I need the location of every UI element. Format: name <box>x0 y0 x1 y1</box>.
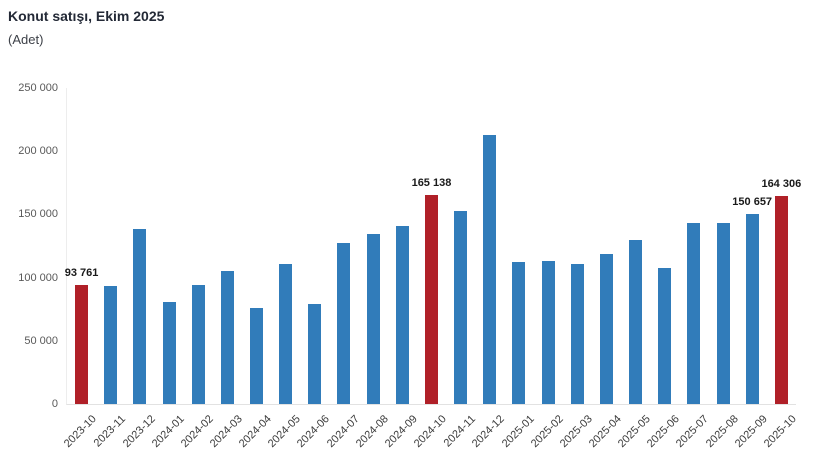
bar-value-label: 93 761 <box>64 267 99 279</box>
bar-slot: 2025-01 <box>499 88 536 450</box>
bar-2024-11[interactable] <box>454 211 468 404</box>
bar-slot: 2025-03 <box>558 88 595 450</box>
bar-2025-06[interactable] <box>658 268 672 404</box>
bar-slot: 2024-08 <box>354 88 391 450</box>
bar-slot: 2024-06 <box>295 88 332 450</box>
y-tick-label: 200 000 <box>18 145 58 158</box>
bar-slot: 2023-12 <box>120 88 157 450</box>
bar-slot: 93 761 2023-10 <box>62 88 99 450</box>
bar-slot: 2024-04 <box>237 88 274 450</box>
bar-slot: 2024-02 <box>179 88 216 450</box>
y-axis: 250 000 200 000 150 000 100 000 50 000 0 <box>0 0 58 471</box>
bar-2024-12[interactable] <box>483 135 497 404</box>
bar-slot: 164 306 2025-10 <box>761 88 801 450</box>
bar-slot: 2024-11 <box>442 88 478 449</box>
bar-2025-02[interactable] <box>541 261 555 404</box>
bar-value-label: 150 657 <box>732 196 773 208</box>
x-tick-label: 2023-10 <box>62 413 100 451</box>
bar-slot: 2024-07 <box>324 88 361 450</box>
bar-2024-08[interactable] <box>366 234 380 404</box>
bar-slot: 165 138 2024-10 <box>412 88 452 450</box>
bar-2024-02[interactable] <box>191 285 205 404</box>
bar-slot: 150 657 2025-09 <box>732 88 772 450</box>
bar-slot: 2024-05 <box>266 88 303 450</box>
y-tick-label: 150 000 <box>18 208 58 221</box>
bar-value-label: 165 138 <box>411 177 452 189</box>
bar-2025-10[interactable] <box>774 196 788 404</box>
bar-slot: 2025-05 <box>616 88 653 450</box>
bar-2025-08[interactable] <box>716 223 730 404</box>
bar-2024-05[interactable] <box>279 264 293 404</box>
bar-slot: 2025-08 <box>703 88 741 450</box>
bar-2024-03[interactable] <box>220 271 234 404</box>
bar-slot: 2024-09 <box>383 88 420 450</box>
bars-row: 93 761 2023-10 2023-11 2023-12 2024-01 2024-0… <box>62 88 801 450</box>
bar-2023-10[interactable] <box>75 285 89 404</box>
bar-2025-03[interactable] <box>570 264 584 404</box>
plot-area: 93 761 2023-10 2023-11 2023-12 2024-01 2024-0… <box>62 88 801 450</box>
bar-2024-07[interactable] <box>337 243 351 404</box>
chart-subtitle: (Adet) <box>8 32 44 47</box>
bar-2025-01[interactable] <box>512 262 526 404</box>
bar-2024-04[interactable] <box>250 308 264 404</box>
bar-2024-06[interactable] <box>308 304 322 404</box>
y-tick-label: 50 000 <box>24 334 58 347</box>
y-tick-label: 100 000 <box>18 271 58 284</box>
bar-slot: 2025-02 <box>529 88 566 450</box>
bar-slot: 2024-01 <box>149 88 187 450</box>
bar-2023-12[interactable] <box>133 229 147 404</box>
bar-2025-04[interactable] <box>599 254 613 404</box>
bar-2025-07[interactable] <box>687 223 701 404</box>
y-tick-label: 250 000 <box>18 82 58 94</box>
y-tick-label: 0 <box>51 398 58 410</box>
bar-2024-09[interactable] <box>395 226 409 404</box>
bar-2024-01[interactable] <box>162 302 176 404</box>
bar-2023-11[interactable] <box>104 286 118 404</box>
bar-2024-10[interactable] <box>424 195 438 404</box>
bar-2025-09[interactable] <box>745 214 759 404</box>
bar-slot: 2025-07 <box>674 88 711 450</box>
bar-slot: 2024-12 <box>470 88 507 450</box>
bar-slot: 2025-06 <box>645 88 682 450</box>
bar-value-label: 164 306 <box>761 178 802 190</box>
chart-title: Konut satışı, Ekim 2025 <box>8 8 165 24</box>
bar-slot: 2025-04 <box>587 88 624 450</box>
bar-slot: 2024-03 <box>208 88 245 450</box>
bar-slot: 2023-11 <box>92 88 128 449</box>
bar-2025-05[interactable] <box>629 240 643 404</box>
